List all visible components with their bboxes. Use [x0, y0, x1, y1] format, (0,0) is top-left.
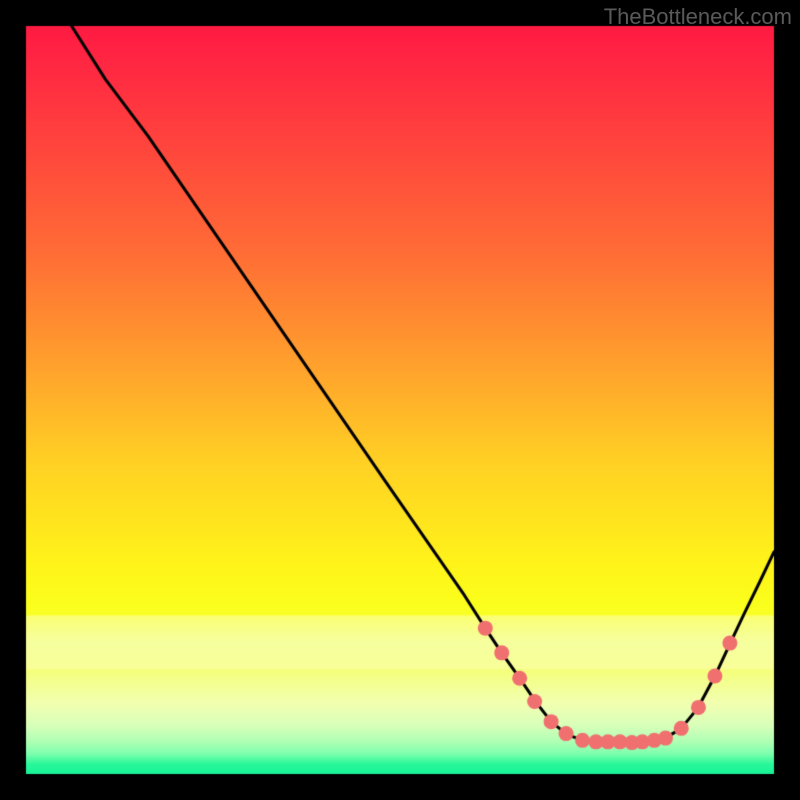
chart-canvas	[0, 0, 800, 800]
chart-container: TheBottleneck.com	[0, 0, 800, 800]
watermark-text: TheBottleneck.com	[604, 4, 792, 30]
